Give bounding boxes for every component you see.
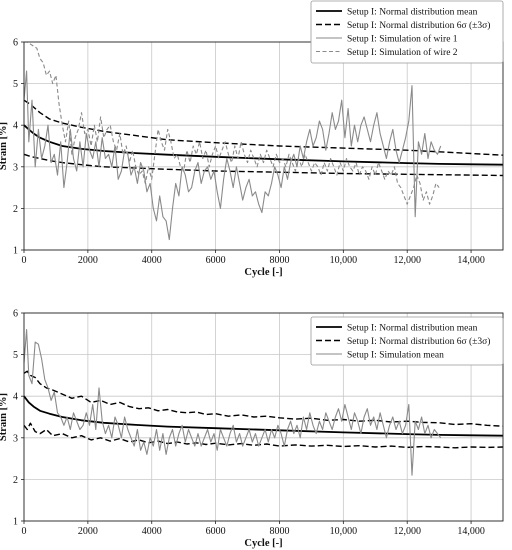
x-tick-label: 2000 — [78, 255, 98, 266]
y-axis-label: Strain [%] — [0, 393, 9, 441]
series-line-4 — [23, 329, 442, 476]
legend: Setup I: Normal distribution mean Setup I… — [310, 316, 504, 366]
series-line-4 — [23, 70, 442, 241]
x-axis-label: Cycle [-] — [244, 267, 282, 278]
legend-label: Setup I: Simulation of wire 1 — [347, 34, 458, 45]
legend-label: Setup I: Normal distribution mean — [347, 324, 478, 334]
x-tick-label: 4000 — [142, 255, 162, 266]
y-tick-label: 1 — [13, 246, 18, 257]
legend-box — [310, 0, 504, 64]
chart-panel-1: 0 2000 4000 6000 8000 10,000 12,000 14,000 1 2 3 4 5… — [0, 0, 504, 278]
x-tick-label: 10,000 — [330, 255, 358, 266]
series-line-3 — [23, 422, 504, 449]
x-tick-label: 14,000 — [457, 526, 485, 537]
series-line-5 — [24, 41, 440, 205]
x-tick-label: 6000 — [206, 526, 226, 537]
x-tick-label: 12,000 — [393, 526, 421, 537]
x-tick-label: 0 — [22, 255, 27, 266]
legend: Setup I: Normal distribution mean Setup I… — [310, 0, 504, 64]
legend-label: Setup I: Normal distribution 6σ (±3σ) — [347, 336, 490, 347]
x-tick-label: 14,000 — [457, 255, 485, 266]
y-tick-label: 6 — [13, 38, 18, 49]
series-line-1 — [23, 395, 504, 437]
x-tick-label: 0 — [22, 526, 27, 537]
x-axis-label: Cycle [-] — [244, 538, 282, 549]
legend-label: Setup I: Simulation mean — [347, 351, 444, 361]
x-tick-label: 8000 — [269, 526, 289, 537]
plot-frame — [23, 312, 504, 522]
legend-box — [310, 316, 504, 366]
x-tick-label: 6000 — [206, 255, 226, 266]
plot-frame — [23, 41, 504, 251]
legend-label: Setup I: Normal distribution 6σ (±3σ) — [347, 20, 490, 31]
series-line-3 — [23, 153, 504, 177]
y-tick-label: 2 — [13, 204, 18, 215]
y-axis-label: Strain [%] — [0, 122, 9, 170]
y-tick-label: 4 — [13, 121, 18, 132]
y-tick-label: 2 — [13, 475, 18, 486]
chart-panel-2: 0 2000 4000 6000 8000 10,000 12,000 14,000 1 2 3 4 5… — [0, 309, 504, 549]
x-tick-label: 10,000 — [330, 526, 358, 537]
legend-label: Setup I: Simulation of wire 2 — [347, 47, 458, 58]
y-tick-label: 3 — [13, 433, 18, 444]
y-tick-label: 5 — [13, 350, 18, 361]
x-tick-label: 12,000 — [393, 255, 421, 266]
series-line-2 — [23, 99, 504, 156]
legend-label: Setup I: Normal distribution mean — [347, 8, 478, 18]
y-tick-label: 5 — [13, 79, 18, 90]
y-tick-label: 1 — [13, 517, 18, 528]
y-tick-label: 6 — [13, 309, 18, 320]
x-tick-label: 8000 — [269, 255, 289, 266]
y-tick-label: 4 — [13, 392, 18, 403]
x-tick-label: 2000 — [78, 526, 98, 537]
y-tick-label: 3 — [13, 162, 18, 173]
x-tick-label: 4000 — [142, 526, 162, 537]
